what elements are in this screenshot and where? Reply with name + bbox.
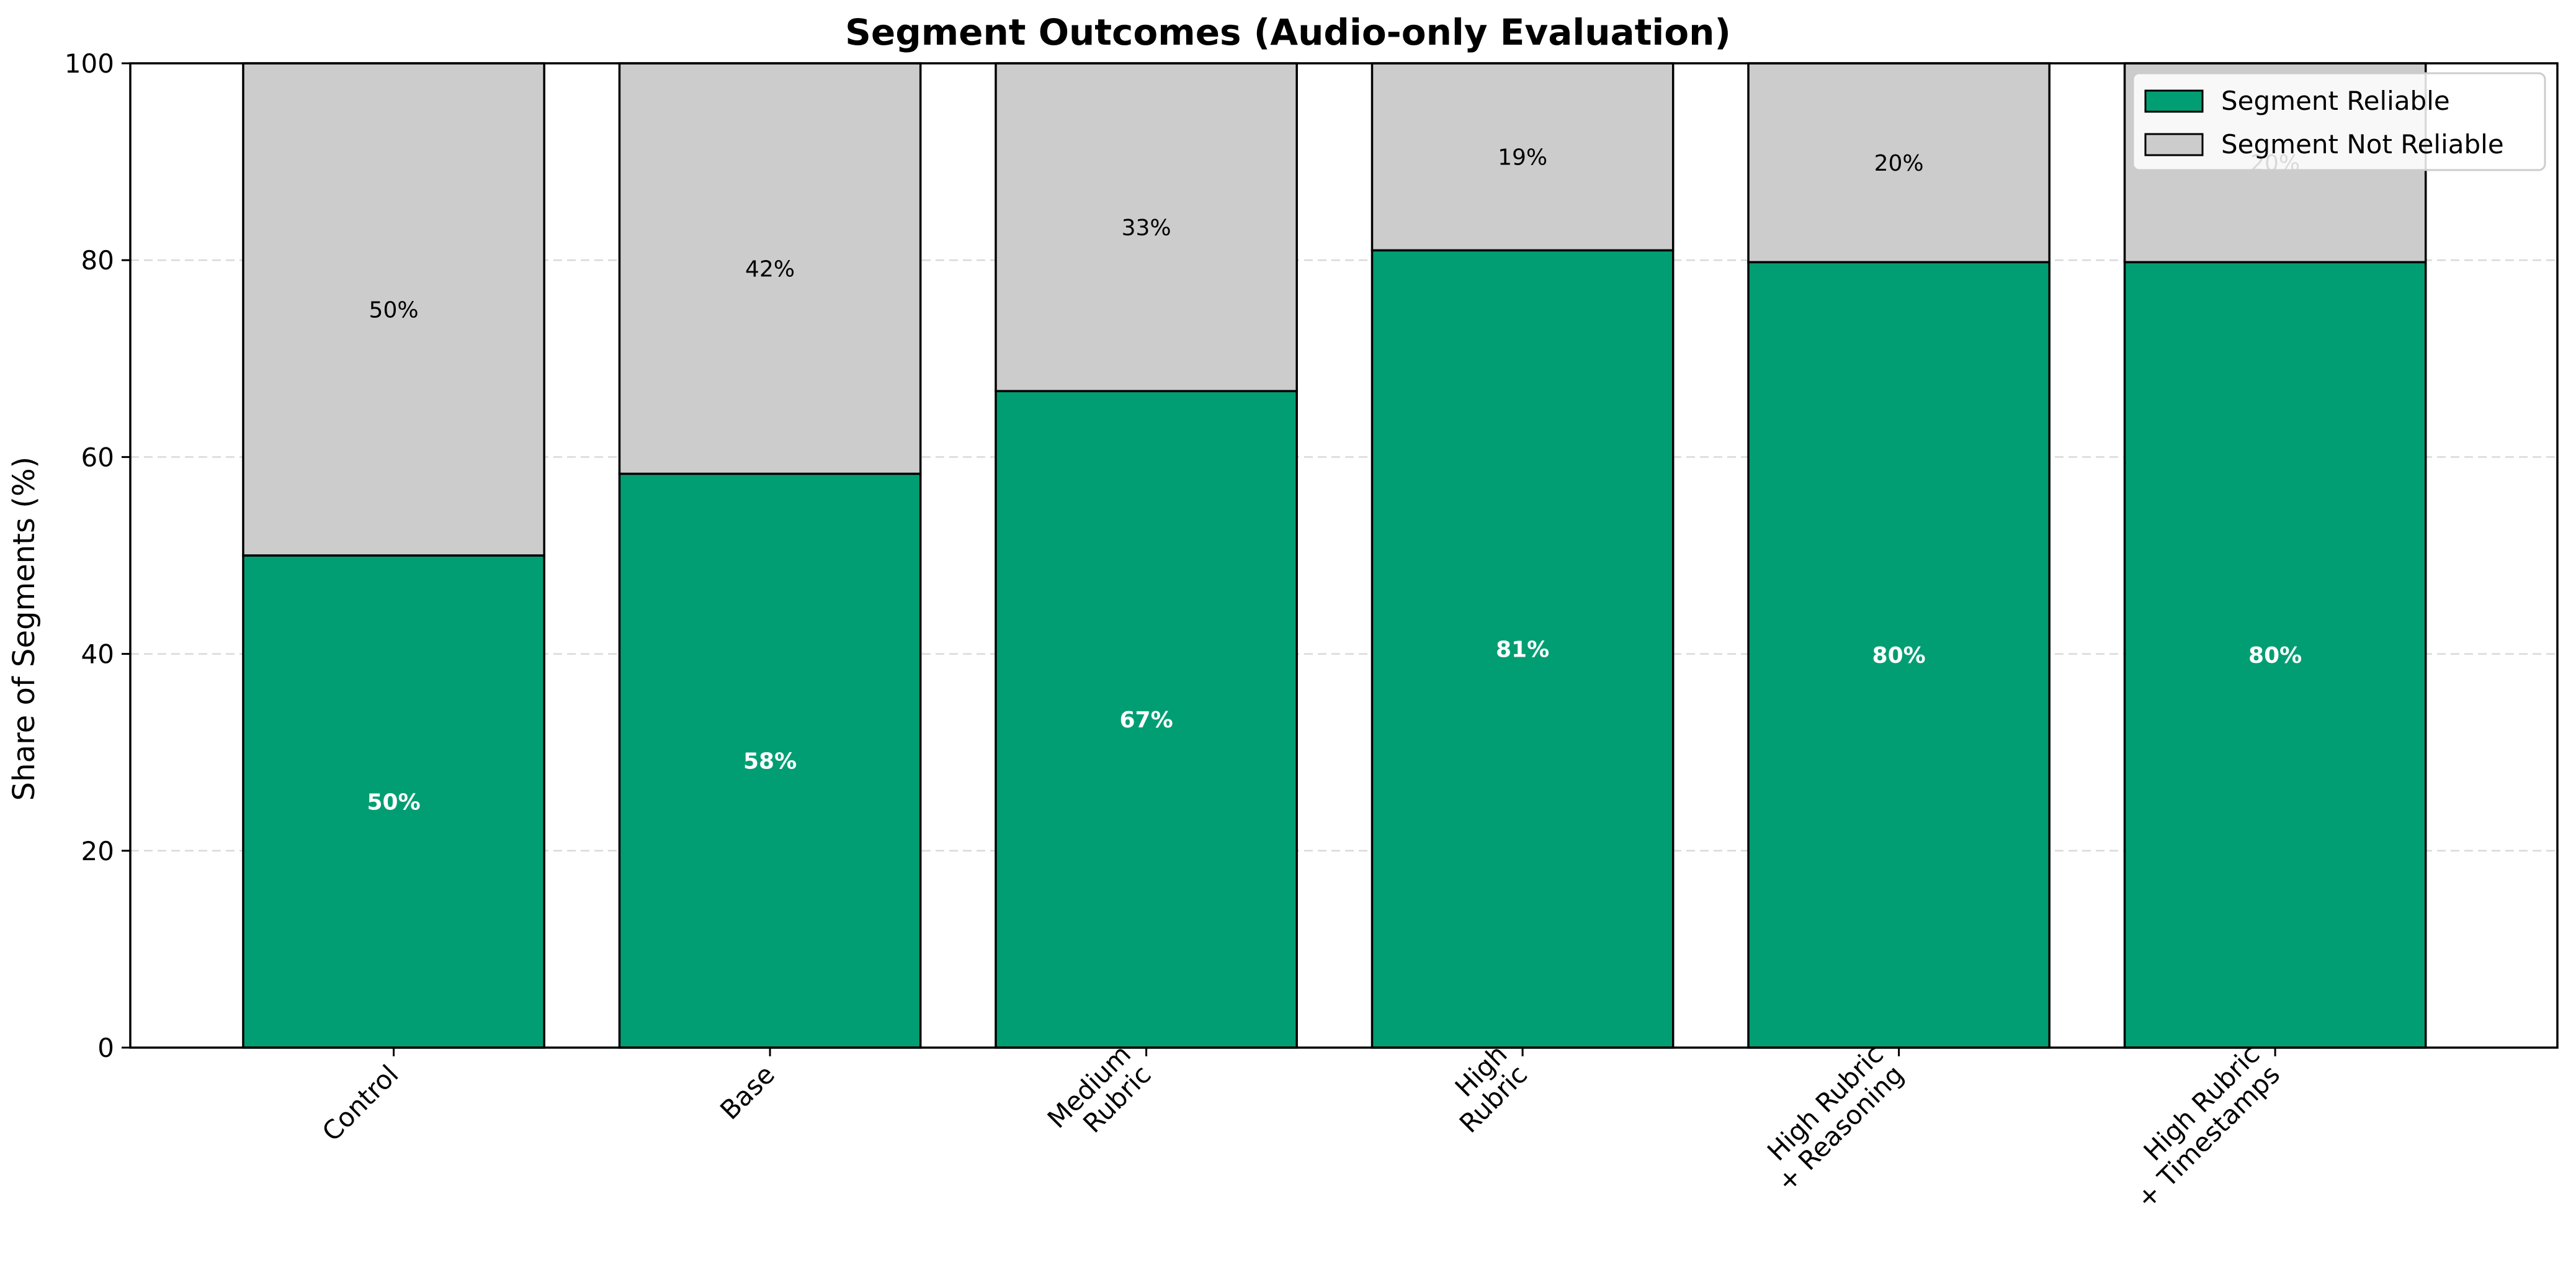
bar-segment: [242, 554, 545, 1049]
bar-value-label: 19%: [1498, 145, 1547, 171]
y-tick-label: 80: [81, 245, 114, 276]
bar-value-label: 81%: [1496, 637, 1549, 663]
bar-segment: [1747, 62, 2051, 264]
legend-box: [2132, 72, 2546, 171]
y-tick-label: 20: [81, 836, 114, 866]
bar-segment: [242, 62, 545, 557]
x-tick-label: MediumRubric: [1042, 1039, 1157, 1154]
bar-segment: [995, 390, 1298, 1049]
legend-swatch: [2144, 89, 2204, 113]
bar-value-label: 67%: [1119, 708, 1173, 733]
bar-segment: [1747, 261, 2051, 1049]
bar-segment: [618, 62, 922, 475]
legend: Segment Reliable Segment Not Reliable: [2132, 72, 2546, 171]
bar-segment: [1371, 62, 1675, 252]
x-tick-label: High Rubric+ Timestamps: [2110, 1039, 2286, 1215]
x-tick-label: High Rubric+ Reasoning: [1751, 1039, 1910, 1198]
bar-segment: [2123, 261, 2427, 1049]
bars-layer: [242, 62, 2427, 1049]
bar-value-label: 58%: [743, 749, 797, 775]
x-tick-label: Control: [316, 1059, 405, 1147]
bar-value-label: 42%: [745, 257, 795, 282]
x-tick-label: Base: [714, 1059, 780, 1125]
bar-labels-layer: 50%58%67%81%80%80%50%42%33%19%20%20%: [367, 145, 2302, 815]
y-tick-label: 0: [97, 1033, 114, 1063]
bar-value-label: 50%: [367, 790, 420, 815]
bar-value-label: 80%: [1872, 643, 1926, 668]
chart-title: Segment Outcomes (Audio-only Evaluation): [845, 11, 1731, 53]
legend-label: Segment Not Reliable: [2221, 129, 2504, 160]
plot-frame: [129, 62, 2559, 1049]
bar-value-label: 33%: [1122, 215, 1171, 241]
y-tick-label: 60: [81, 442, 114, 472]
legend-swatch: [2144, 133, 2204, 156]
bar-segment: [1371, 249, 1675, 1049]
y-tick-label: 100: [65, 48, 114, 79]
bar-value-label: 50%: [369, 298, 419, 323]
bar-value-label: 20%: [1874, 151, 1924, 176]
legend-label: Segment Reliable: [2221, 86, 2450, 116]
bar-segment: [995, 62, 1298, 392]
bar-value-label: 80%: [2248, 643, 2302, 668]
y-tick-label: 40: [81, 639, 114, 670]
y-axis-label: Share of Segments (%): [7, 457, 42, 801]
x-tick-label: HighRubric: [1433, 1039, 1533, 1139]
